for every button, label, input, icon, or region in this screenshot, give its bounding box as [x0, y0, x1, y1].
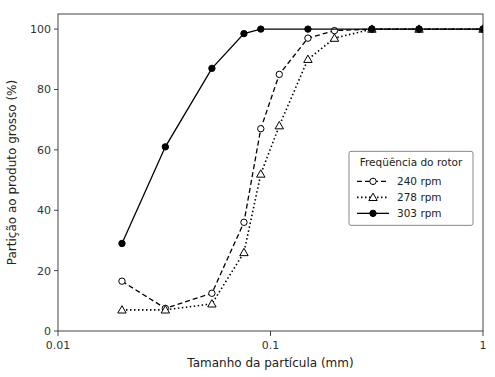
y-tick-label: 100 [30, 23, 51, 36]
legend: Freqüência do rotor 240 rpm 278 rpm 303 rpm [349, 151, 473, 225]
point [241, 30, 247, 36]
legend-title: Freqüência do rotor [360, 156, 463, 168]
legend-entry: 240 rpm [397, 175, 442, 187]
plot-frame [58, 14, 483, 331]
y-axis-label: Partição ao produto grosso (%) [5, 80, 19, 265]
point [208, 300, 216, 307]
x-tick [58, 331, 59, 336]
point [330, 34, 338, 41]
point [258, 26, 264, 32]
point [416, 26, 422, 32]
y-tick [54, 89, 58, 90]
point [305, 35, 311, 41]
point [304, 55, 312, 62]
x-tick [270, 331, 271, 336]
legend-marker [370, 210, 376, 216]
y-tick [54, 149, 58, 150]
series-line [122, 29, 483, 310]
point [480, 26, 483, 32]
chart: 0 20 40 60 80 100 0.01 0.1 1 Tamanho da partícula… [0, 0, 495, 377]
y-tick-label: 20 [37, 265, 51, 278]
point [161, 306, 169, 313]
legend-box [349, 151, 473, 225]
legend-marker [369, 193, 377, 200]
point [415, 25, 423, 32]
point [258, 126, 264, 132]
point [331, 27, 337, 33]
point [305, 26, 311, 32]
x-tick-label: 0.1 [262, 339, 280, 352]
point [241, 219, 247, 225]
y-tick-label: 80 [37, 83, 51, 96]
legend-marker [370, 178, 376, 184]
point [119, 240, 125, 246]
y-tick [54, 331, 58, 332]
point [479, 25, 483, 32]
y-tick [54, 210, 58, 211]
legend-entry: 278 rpm [397, 191, 442, 203]
x-tick-label: 0.01 [46, 339, 71, 352]
x-tick [483, 331, 484, 336]
x-tick-label: 1 [480, 339, 487, 352]
point [276, 71, 282, 77]
point [119, 278, 125, 284]
point [209, 65, 215, 71]
series-line [122, 29, 483, 308]
x-axis-label: Tamanho da partícula (mm) [186, 356, 353, 370]
point [369, 26, 375, 32]
y-tick-label: 60 [37, 144, 51, 157]
point [118, 306, 126, 313]
point [480, 26, 483, 32]
point [416, 26, 422, 32]
data-layer [118, 25, 483, 313]
y-tick [54, 29, 58, 30]
y-tick [54, 270, 58, 271]
y-tick-label: 40 [37, 204, 51, 217]
point [369, 26, 375, 32]
legend-entry: 303 rpm [397, 207, 442, 219]
series-line [122, 29, 483, 243]
point [240, 248, 248, 255]
point [257, 170, 265, 177]
point [368, 25, 376, 32]
point [162, 144, 168, 150]
point [275, 122, 283, 129]
point [209, 290, 215, 296]
y-tick-label: 0 [44, 325, 51, 338]
